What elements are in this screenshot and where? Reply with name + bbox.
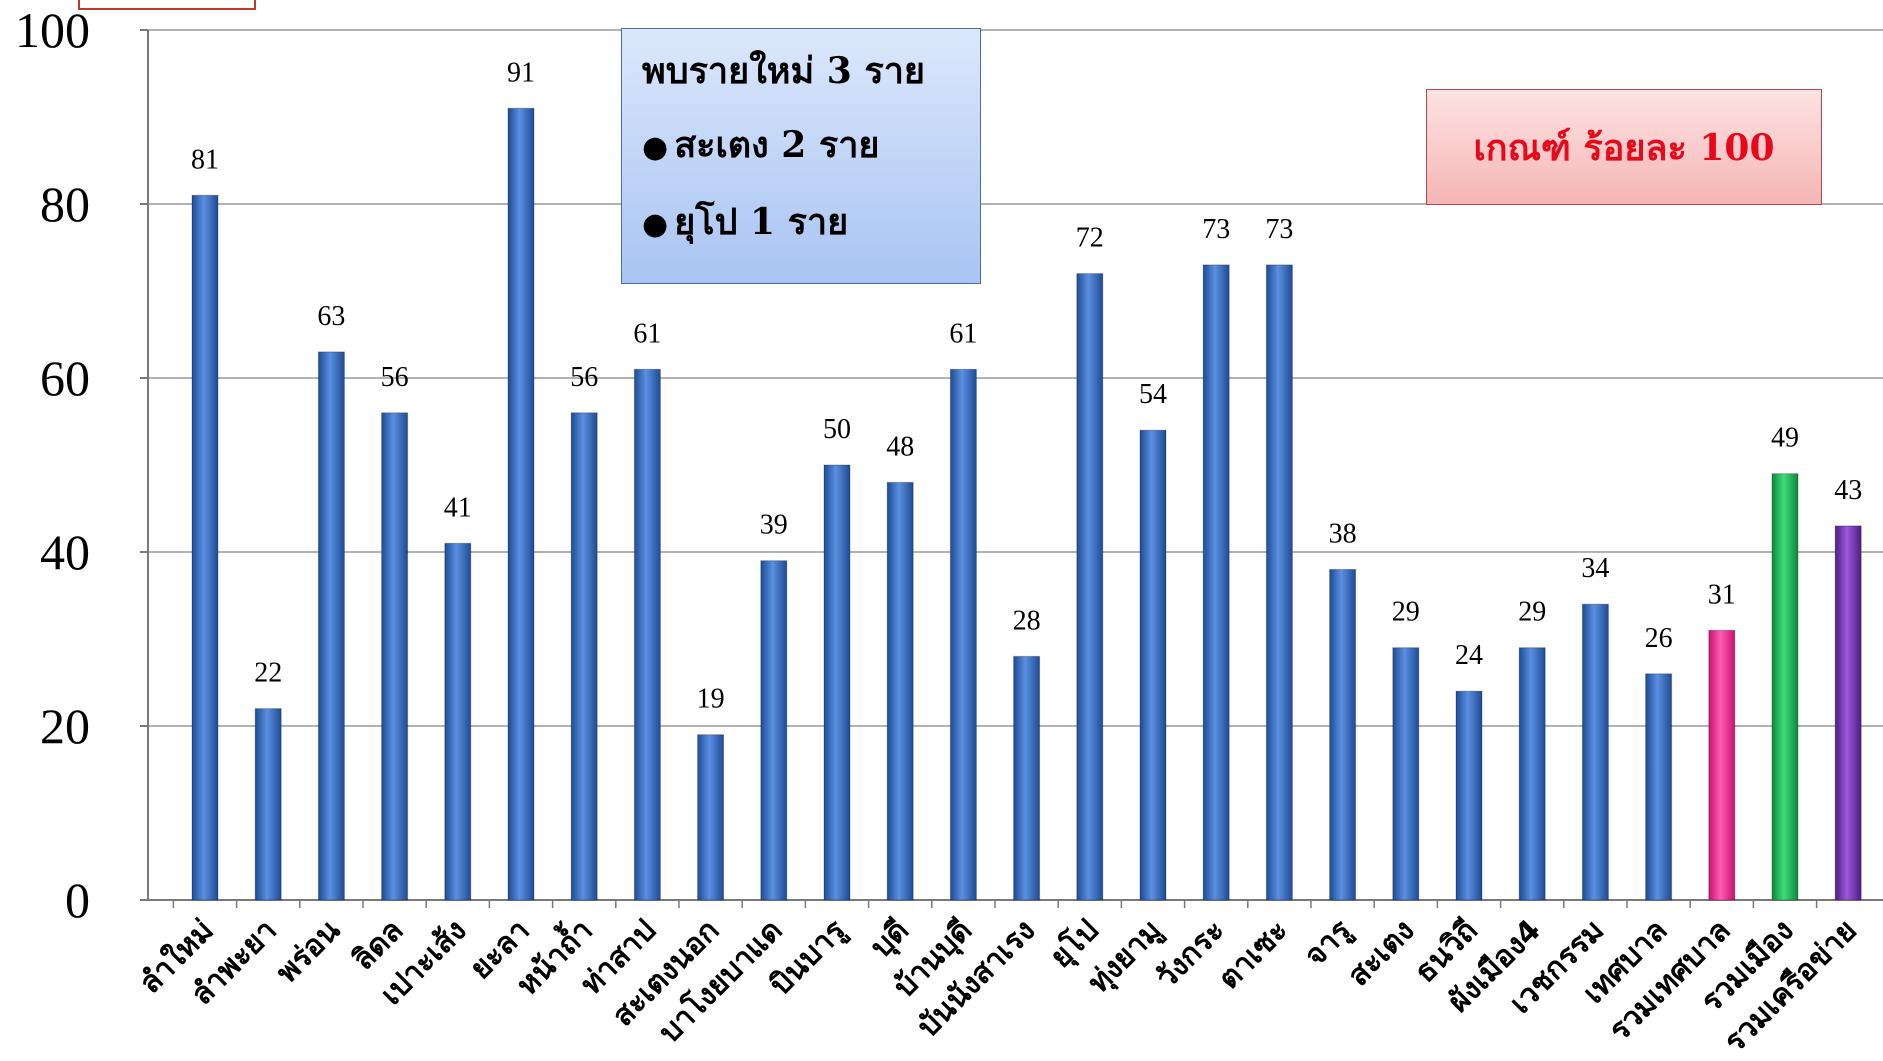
bar — [1265, 264, 1293, 901]
data-label: 50 — [823, 414, 851, 445]
bullet-icon: ● — [642, 207, 669, 242]
data-label: 22 — [254, 658, 282, 689]
y-tick-label: 80 — [40, 176, 90, 232]
data-label: 61 — [949, 318, 977, 349]
data-label: 63 — [317, 301, 345, 332]
bar — [886, 481, 914, 901]
data-label: 81 — [191, 144, 219, 175]
data-label: 43 — [1834, 475, 1862, 506]
bar — [1581, 603, 1609, 901]
y-tick-label: 40 — [40, 524, 90, 580]
bar — [949, 368, 977, 901]
bar — [697, 734, 725, 901]
bar — [317, 351, 345, 901]
criteria-badge: เกณฑ์ ร้อยละ 100 — [1426, 89, 1822, 205]
data-label: 41 — [444, 492, 472, 523]
bar — [1013, 655, 1041, 901]
bar — [1392, 647, 1420, 901]
bar — [1139, 429, 1167, 901]
bar — [507, 107, 535, 901]
x-tick-label: สะเตง — [1341, 913, 1421, 993]
data-label: 54 — [1139, 379, 1167, 410]
bars — [191, 107, 1862, 901]
y-tick-label: 0 — [65, 872, 90, 928]
note-item-2-text: ยุโป 1 ราย — [674, 201, 849, 243]
corner-frame — [78, 0, 256, 10]
data-label: 91 — [507, 57, 535, 88]
bar — [760, 560, 788, 901]
data-label: 26 — [1645, 623, 1673, 654]
data-label: 39 — [760, 510, 788, 541]
bar — [191, 194, 219, 901]
bar — [254, 708, 282, 901]
bar — [444, 542, 472, 901]
y-tick-label: 60 — [40, 350, 90, 406]
bar — [633, 368, 661, 901]
data-label: 29 — [1392, 597, 1420, 628]
bar — [1708, 629, 1736, 901]
data-label: 29 — [1518, 597, 1546, 628]
note-title: พบรายใหม่ 3 ราย — [642, 50, 926, 92]
note-item-1: ● สะเตง 2 ราย — [642, 125, 980, 168]
data-label: 38 — [1329, 518, 1357, 549]
data-label: 28 — [1013, 605, 1041, 636]
bar — [823, 464, 851, 901]
x-tick-labels: ลำใหม่ลำพะยาพร่อนลิดลเปาะเส้งยะลาหน้าถ้ำ… — [132, 909, 1864, 1060]
bar — [1076, 273, 1104, 901]
bullet-icon: ● — [642, 130, 669, 165]
data-label: 72 — [1076, 223, 1104, 254]
y-tick-label: 100 — [15, 2, 90, 58]
data-label: 56 — [570, 362, 598, 393]
bar — [1771, 473, 1799, 901]
data-label: 34 — [1581, 553, 1609, 584]
data-label: 49 — [1771, 423, 1799, 454]
y-tick-label: 20 — [40, 698, 90, 754]
data-label: 73 — [1265, 214, 1293, 245]
note-item-1-text: สะเตง 2 ราย — [674, 124, 880, 166]
data-label: 31 — [1708, 579, 1736, 610]
data-label: 19 — [697, 684, 725, 715]
bar — [381, 412, 409, 901]
data-label: 24 — [1455, 640, 1483, 671]
bar — [1455, 690, 1483, 901]
bar — [1645, 673, 1673, 901]
x-tick-label: ตาเซะ — [1212, 913, 1295, 996]
new-cases-note: พบรายใหม่ 3 ราย ● สะเตง 2 ราย ● ยุโป 1 ราย — [621, 28, 981, 284]
bar — [1202, 264, 1230, 901]
bar — [1834, 525, 1862, 901]
data-label: 56 — [381, 362, 409, 393]
data-label: 48 — [886, 431, 914, 462]
x-tick-label: วังกระ — [1149, 913, 1232, 996]
bar — [570, 412, 598, 901]
note-item-2: ● ยุโป 1 ราย — [642, 202, 980, 245]
criteria-text: เกณฑ์ ร้อยละ 100 — [1473, 126, 1775, 169]
bar — [1518, 647, 1546, 901]
data-labels: 81 22 63 56 41 91 56 61 19 39 50 48 61 28 72 54 73 73 38 29… — [191, 57, 1862, 714]
data-label: 61 — [633, 318, 661, 349]
x-tick-label: ทุ่งยามู — [1081, 913, 1169, 1001]
x-tick-label: พร่อน — [270, 913, 348, 991]
bar — [1329, 568, 1357, 901]
data-label: 73 — [1202, 214, 1230, 245]
